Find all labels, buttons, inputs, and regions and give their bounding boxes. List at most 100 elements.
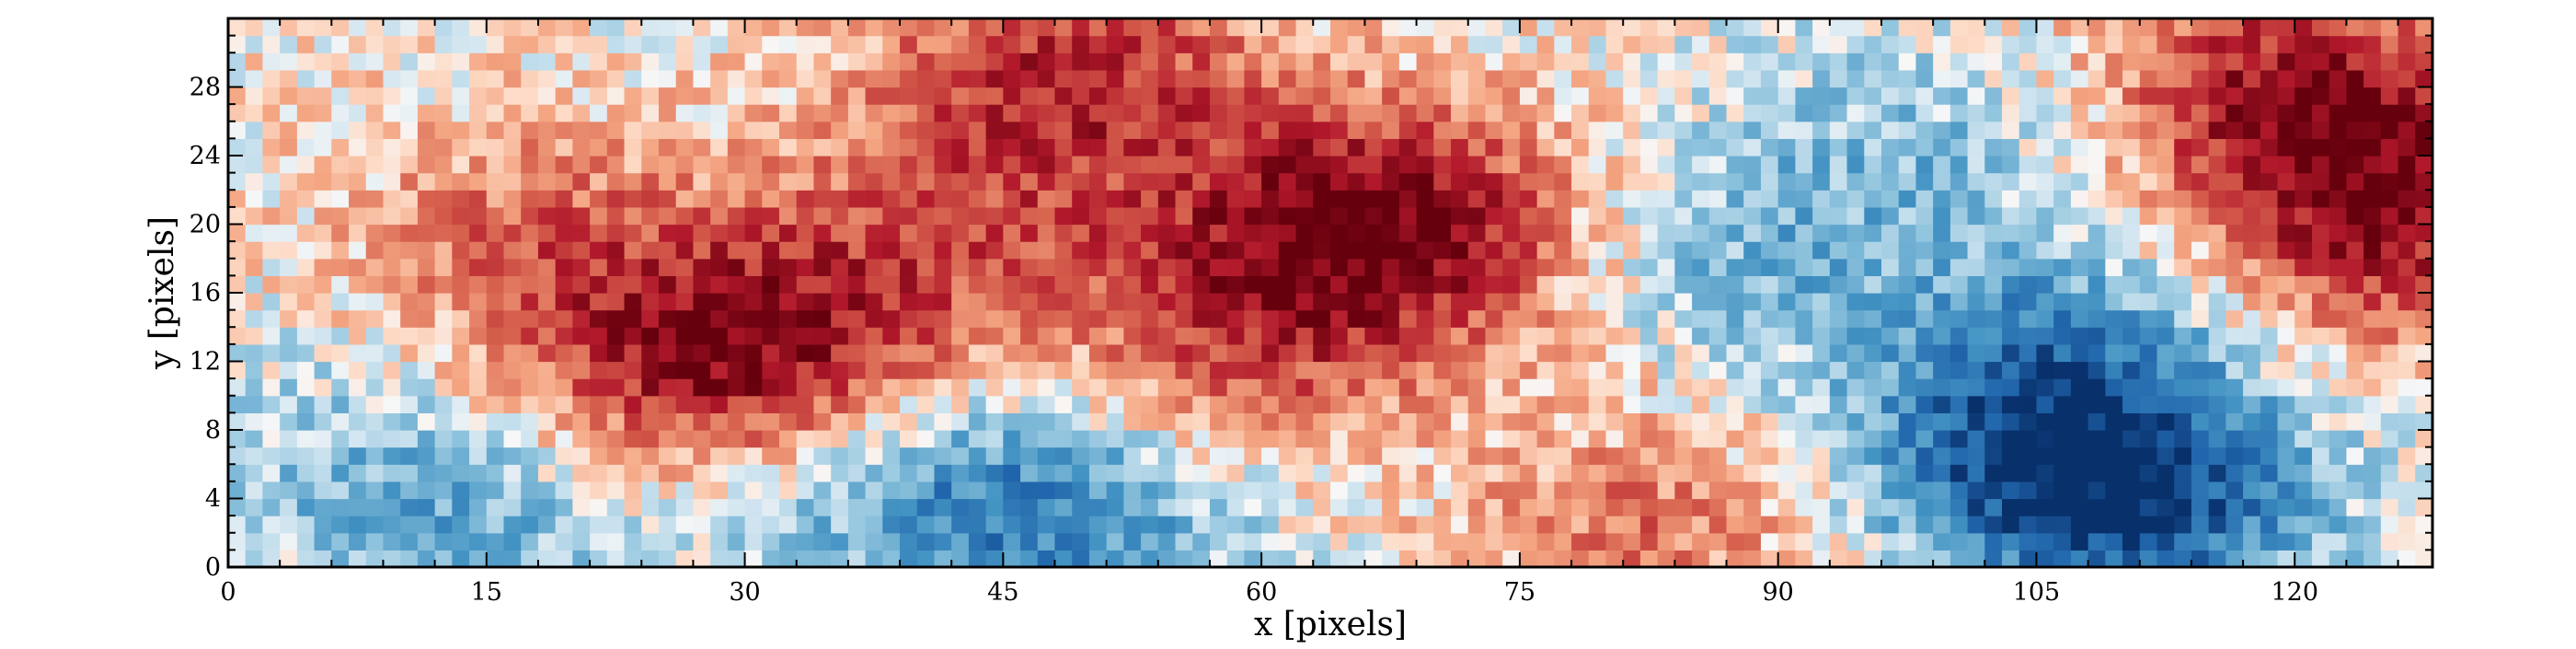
heatmap-cell (2380, 481, 2399, 500)
heatmap-cell (572, 52, 591, 71)
heatmap-cell (1037, 550, 1056, 568)
heatmap-cell (400, 516, 419, 534)
heatmap-cell (951, 343, 970, 363)
heatmap-cell (779, 172, 798, 191)
heatmap-cell (1398, 87, 1418, 105)
heatmap-cell (1054, 464, 1073, 482)
heatmap-cell (1382, 309, 1400, 328)
heatmap-cell (1915, 498, 1934, 516)
heatmap-cell (245, 343, 264, 363)
heatmap-cell (1141, 18, 1159, 37)
heatmap-cell (1054, 395, 1073, 413)
heatmap-cell (831, 532, 849, 550)
heatmap-cell (537, 190, 557, 208)
heatmap-cell (641, 464, 660, 482)
heatmap-cell (1141, 156, 1159, 174)
heatmap-cell (762, 258, 780, 276)
heatmap-cell (1623, 498, 1641, 516)
heatmap-cell (572, 430, 591, 448)
heatmap-cell (1639, 516, 1659, 534)
heatmap-cell (572, 412, 591, 431)
heatmap-cell (1554, 35, 1572, 53)
heatmap-cell (2070, 446, 2089, 465)
heatmap-cell (2002, 361, 2020, 379)
heatmap-cell (951, 241, 970, 260)
x-tick-label: 75 (1504, 578, 1535, 607)
heatmap-cell (1433, 52, 1452, 71)
heatmap-cell (1261, 87, 1280, 105)
heatmap-cell (1623, 430, 1641, 448)
heatmap-cell (1020, 156, 1039, 174)
heatmap-cell (1605, 532, 1624, 550)
heatmap-cell (813, 327, 832, 345)
heatmap-cell (400, 224, 419, 242)
heatmap-cell (2002, 18, 2020, 37)
heatmap-cell (1605, 516, 1624, 534)
heatmap-cell (228, 18, 247, 37)
heatmap-cell (1812, 550, 1831, 568)
heatmap-cell (1037, 327, 1056, 345)
heatmap-cell (1708, 343, 1728, 363)
heatmap-cell (486, 18, 505, 37)
heatmap-cell (1141, 87, 1159, 105)
heatmap-cell (1433, 293, 1452, 311)
heatmap-cell (296, 343, 316, 363)
heatmap-cell (2139, 309, 2158, 328)
heatmap-cell (847, 293, 867, 311)
heatmap-cell (1192, 18, 1211, 37)
heatmap-cell (1554, 395, 1572, 413)
heatmap-cell (2294, 35, 2313, 53)
heatmap-cell (710, 52, 729, 71)
heatmap-cell (1141, 224, 1159, 242)
heatmap-cell (1244, 87, 1262, 105)
heatmap-cell (2225, 361, 2244, 379)
heatmap-cell (710, 446, 729, 465)
heatmap-cell (2122, 206, 2141, 226)
heatmap-cell (2363, 121, 2382, 139)
heatmap-cell (1175, 121, 1193, 139)
heatmap-cell (2380, 361, 2399, 379)
heatmap-cell (280, 138, 298, 156)
heatmap-cell (349, 206, 367, 226)
heatmap-cell (521, 498, 539, 516)
heatmap-cell (1519, 138, 1538, 156)
heatmap-cell (1261, 430, 1280, 448)
heatmap-cell (1915, 516, 1934, 534)
heatmap-cell (916, 498, 936, 516)
heatmap-cell (503, 121, 522, 139)
heatmap-cell (606, 293, 626, 311)
heatmap-cell (658, 550, 677, 568)
heatmap-cell (693, 241, 711, 260)
heatmap-cell (1726, 52, 1744, 71)
heatmap-cell (314, 87, 332, 105)
heatmap-cell (2174, 343, 2192, 363)
heatmap-cell (1278, 18, 1297, 37)
heatmap-cell (1485, 343, 1503, 363)
heatmap-cell (1123, 104, 1142, 122)
heatmap-cell (1382, 378, 1400, 397)
heatmap-cell (865, 498, 883, 516)
heatmap-cell (2346, 430, 2364, 448)
heatmap-cell (555, 378, 573, 397)
heatmap-cell (2398, 327, 2416, 345)
heatmap-cell (1088, 532, 1108, 550)
heatmap-cell (1846, 172, 1865, 191)
heatmap-cell (2191, 138, 2210, 156)
heatmap-cell (710, 18, 729, 37)
heatmap-cell (1123, 18, 1142, 37)
heatmap-cell (245, 481, 264, 500)
heatmap-cell (1795, 395, 1813, 413)
heatmap-cell (1382, 87, 1400, 105)
heatmap-cell (968, 430, 987, 448)
heatmap-cell (2260, 35, 2279, 53)
heatmap-cell (1106, 206, 1124, 226)
heatmap-cell (1915, 172, 1934, 191)
heatmap-cell (951, 172, 970, 191)
heatmap-cell (2329, 206, 2348, 226)
heatmap-cell (1588, 464, 1607, 482)
heatmap-cell (744, 395, 763, 413)
heatmap-cell (1536, 190, 1555, 208)
heatmap-cell (1175, 430, 1193, 448)
heatmap-cell (968, 69, 987, 88)
heatmap-cell (641, 395, 660, 413)
